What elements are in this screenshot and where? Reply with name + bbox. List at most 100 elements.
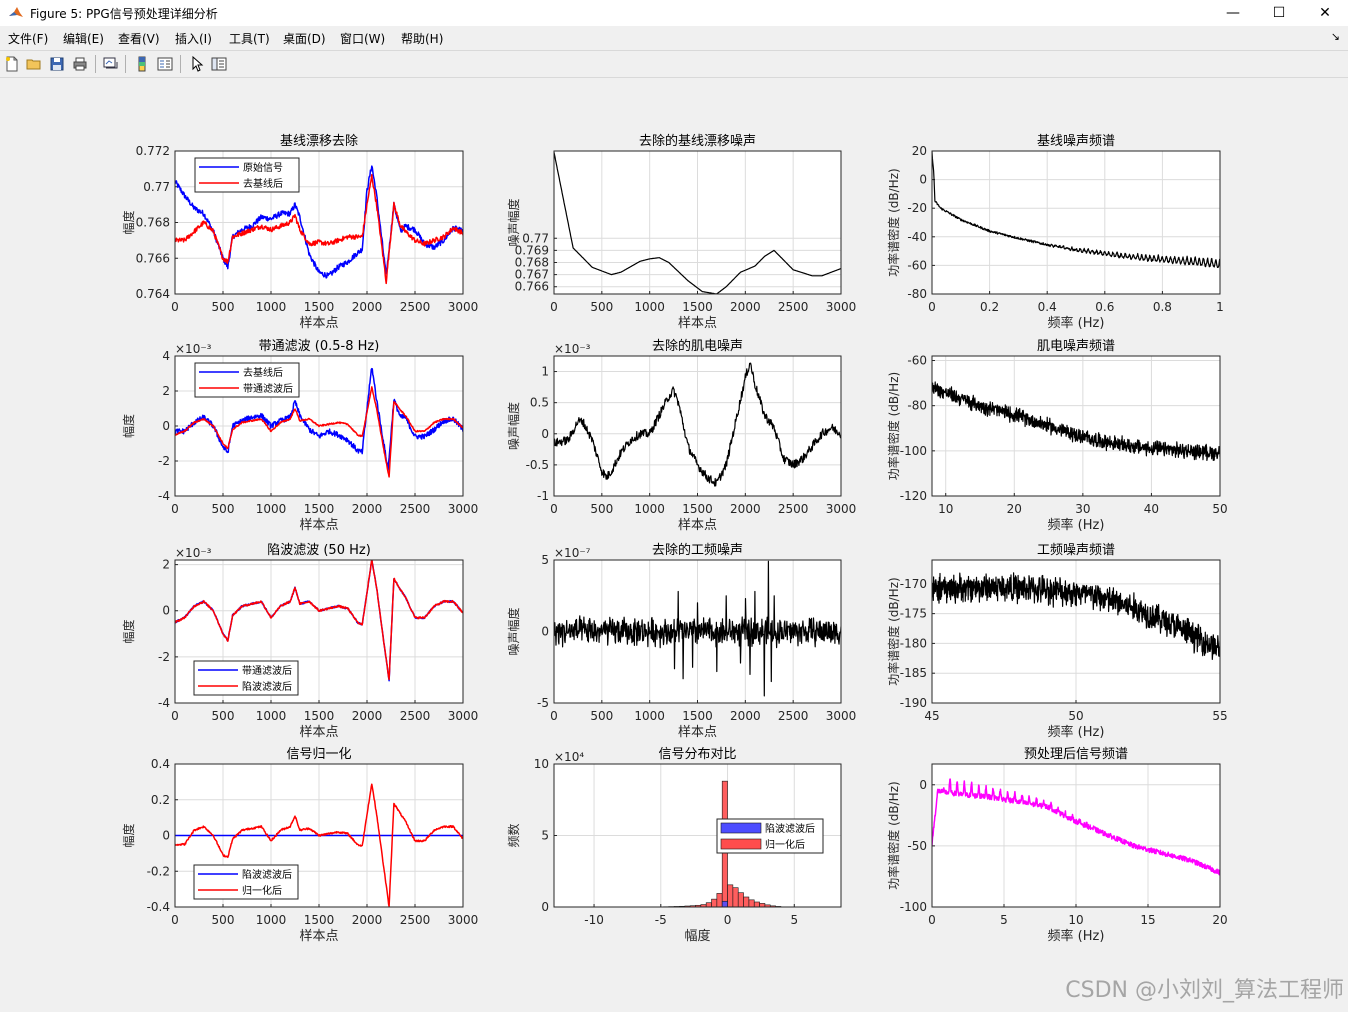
print-icon[interactable] (71, 55, 89, 73)
subplot-2: 0 500 1000 1500 2000 2500 30000.7660.7670.7680… (506, 133, 856, 331)
y-tick-label: 0.769 (515, 243, 549, 257)
axes-frame (553, 150, 842, 295)
axes-background (932, 356, 1220, 496)
close-button[interactable]: ✕ (1319, 5, 1331, 21)
menu-window[interactable]: 窗口(W) (340, 32, 386, 46)
axes-frame (553, 559, 842, 704)
histogram-bar (732, 887, 739, 907)
histogram-bar (716, 893, 723, 907)
y-axis-label: 幅度 (121, 210, 136, 234)
axes-title: 工频噪声频谱 (1037, 543, 1115, 558)
maximize-button[interactable]: ☐ (1272, 5, 1286, 21)
y-tick-label: -175 (900, 607, 927, 621)
x-tick-label: 0 (550, 502, 558, 516)
x-tick-label: 45 (924, 709, 939, 723)
axes-frame (553, 763, 842, 908)
pointer-icon[interactable] (188, 55, 206, 73)
y-tick-label: 0 (919, 173, 927, 187)
x-axis-label: 频率 (Hz) (1048, 517, 1105, 533)
axes-title: 去除的工频噪声 (652, 542, 743, 558)
menu-edit[interactable]: 编辑(E) (63, 32, 104, 46)
axis-exponent: ×10⁴ (554, 750, 584, 764)
x-axis-label: 样本点 (299, 929, 338, 944)
link-plot-icon[interactable] (101, 55, 119, 73)
y-tick-label: 0 (162, 419, 170, 433)
y-axis-label: 噪声幅度 (506, 607, 521, 655)
legend-label: 去基线后 (243, 366, 283, 379)
series-line-1 (554, 152, 841, 294)
menu-desktop[interactable]: 桌面(D) (283, 32, 326, 46)
y-axis-label: 幅度 (121, 619, 136, 643)
axes-frame (174, 150, 464, 295)
axes-frame (174, 355, 464, 497)
colorbar-icon[interactable] (133, 55, 151, 73)
axis-exponent: ×10⁻³ (175, 546, 212, 560)
x-tick-label: 2000 (352, 913, 383, 927)
legend-label: 归一化后 (765, 838, 805, 851)
x-axis-label: 样本点 (678, 316, 717, 331)
menu-tools[interactable]: 工具(T) (229, 32, 270, 46)
histogram-bar (737, 892, 744, 907)
y-axis-label: 功率谱密度 (dB/Hz) (886, 781, 901, 889)
menu-help[interactable]: 帮助(H) (401, 32, 444, 46)
x-tick-label: 0.8 (1153, 300, 1172, 314)
x-tick-label: 1000 (634, 502, 665, 516)
save-icon[interactable] (48, 55, 66, 73)
x-tick-label: 50 (1212, 502, 1227, 516)
x-tick-label: 1000 (634, 709, 665, 723)
minimize-button[interactable]: — (1226, 5, 1240, 21)
y-tick-label: -20 (907, 201, 927, 215)
x-tick-label: 0 (550, 300, 558, 314)
new-figure-icon[interactable] (3, 55, 21, 73)
x-tick-label: 0 (171, 913, 179, 927)
x-tick-label: 0 (171, 300, 179, 314)
y-tick-label: 0.5 (530, 396, 549, 410)
histogram-bar (753, 901, 760, 907)
x-tick-label: 3000 (448, 709, 479, 723)
subplot-10: 0 500 1000 1500 2000 2500 3000 -0.4 -0.2 0 0.2 0.4 信… (121, 747, 478, 944)
x-tick-label: 500 (212, 300, 235, 314)
x-tick-label: 2000 (730, 502, 761, 516)
y-tick-label: -185 (900, 666, 927, 680)
legend-label: 带通滤波后 (243, 382, 293, 395)
x-tick-label: 0.4 (1038, 300, 1057, 314)
x-tick-label: 3000 (826, 709, 857, 723)
legend-label: 去基线后 (243, 177, 283, 190)
y-tick-label: -60 (907, 354, 927, 368)
menu-file[interactable]: 文件(F) (8, 32, 49, 46)
legend-icon[interactable] (156, 55, 174, 73)
y-axis-label: 功率谱密度 (dB/Hz) (886, 577, 901, 685)
x-tick-label: 500 (590, 709, 613, 723)
y-tick-label: -40 (907, 230, 927, 244)
property-editor-icon[interactable] (210, 55, 228, 73)
figure-toolbar (0, 51, 1348, 78)
series-line-1 (554, 560, 841, 697)
x-tick-label: 1000 (256, 913, 287, 927)
series-line-1 (932, 151, 1220, 268)
y-axis-label: 幅度 (121, 414, 136, 438)
legend-swatch (720, 822, 762, 834)
axes-frame (174, 559, 464, 704)
x-tick-label: 1000 (256, 300, 287, 314)
x-tick-label: 1500 (304, 913, 335, 927)
y-tick-label: -0.5 (526, 458, 549, 472)
menu-view[interactable]: 查看(V) (118, 32, 160, 46)
y-tick-label: -180 (900, 636, 927, 650)
axis-exponent: ×10⁻³ (554, 342, 591, 356)
subplot-1: 0 500 1000 1500 2000 2500 3000 0.764 0.766 0.768 0… (121, 133, 478, 331)
subplot-4: 0 500 1000 1500 2000 2500 3000 -4 -2 0 2 4 带通滤波 (0.5… (121, 339, 478, 533)
open-file-icon[interactable] (25, 55, 43, 73)
y-tick-label: -0.2 (147, 864, 170, 878)
dock-icon[interactable]: ↘ (1330, 30, 1340, 43)
axes-title: 去除的肌电噪声 (652, 338, 743, 354)
x-axis-label: 频率 (Hz) (1048, 928, 1105, 944)
menu-insert[interactable]: 插入(I) (175, 32, 212, 46)
x-tick-label: -5 (655, 913, 667, 927)
y-tick-label: -190 (900, 696, 927, 710)
